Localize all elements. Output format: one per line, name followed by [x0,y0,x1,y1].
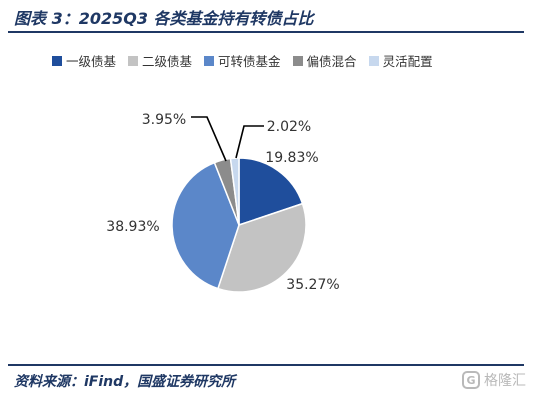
watermark-text: 格隆汇 [484,373,526,389]
legend-item-4: 偏债混合 [292,51,357,70]
data-label-4: 3.95% [142,112,186,128]
legend-item-2: 二级债基 [128,51,192,70]
legend-label-1: 一级债基 [66,54,117,69]
chart-title: 图表 3：2025Q3 各类基金持有转债占比 [14,9,314,28]
title-divider [8,31,524,33]
watermark: G 格隆汇 [462,370,526,390]
data-label-1: 19.83% [265,150,318,166]
legend-label-4: 偏债混合 [306,54,357,69]
legend-label-3: 可转债基金 [218,54,281,69]
data-label-3: 38.93% [106,219,159,235]
watermark-logo-icon: G [462,371,480,389]
legend-swatch-5 [368,55,379,66]
pie-slice-3 [171,161,240,290]
legend-swatch-4 [292,55,303,66]
legend-swatch-2 [128,55,139,66]
data-label-2: 35.27% [286,277,339,293]
legend-item-5: 灵活配置 [368,51,433,70]
legend-label-2: 二级债基 [142,54,193,69]
source-divider [8,364,524,366]
legend-swatch-1 [52,55,62,66]
pie-slice-5 [229,157,240,226]
legend-swatch-3 [204,55,215,66]
legend-item-1: 一级债基 [52,51,116,70]
leader-line-5 [235,125,264,159]
legend-item-3: 可转债基金 [204,51,281,70]
leader-line-4 [191,116,227,162]
legend-label-5: 灵活配置 [382,54,433,69]
source-note: 资料来源：iFind，国盛证券研究所 [14,374,236,390]
pie-slice-2 [216,202,307,293]
chart-legend: 一级债基 二级债基 可转债基金 偏债混合 灵活配置 [52,51,433,70]
data-label-5: 2.02% [267,119,311,135]
